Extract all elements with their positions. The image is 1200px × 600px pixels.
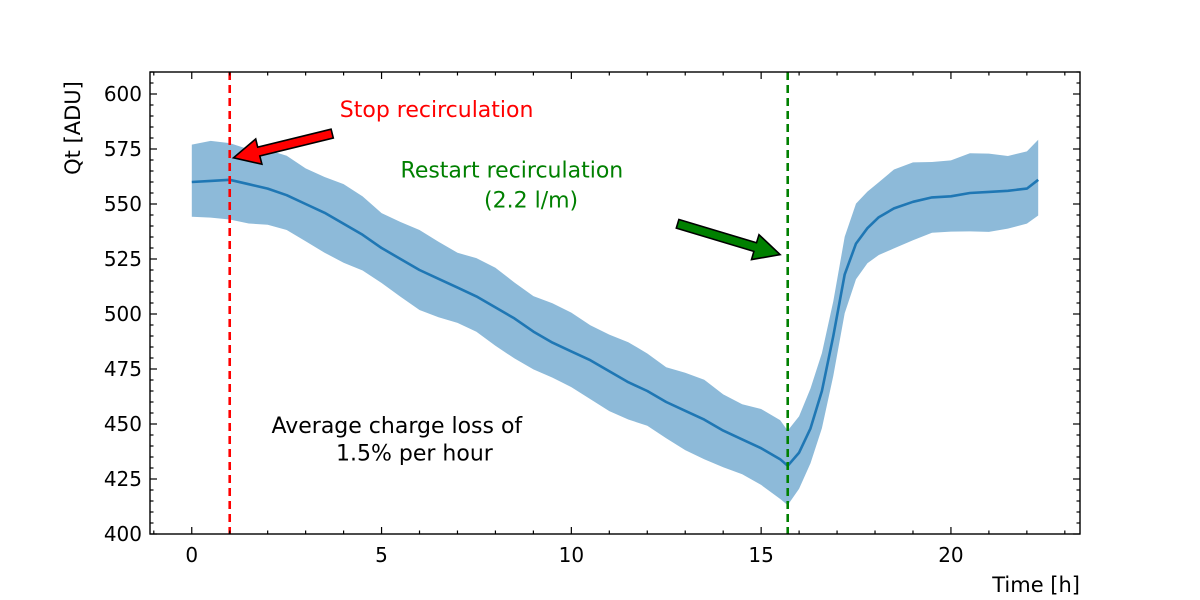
y-tick-label: 500: [104, 302, 142, 326]
y-tick-label: 475: [104, 357, 142, 381]
y-tick-label: 425: [104, 467, 142, 491]
axis-ticks: 0 5 10 15 20 400 425 450 475 500 525 550 575 600: [104, 71, 1080, 567]
restart-recirculation-label: Restart recirculation: [401, 159, 624, 184]
x-tick-label: 5: [375, 543, 388, 567]
y-tick-label: 575: [104, 137, 142, 161]
mean-line: [191, 178, 1039, 468]
uncertainty-band: [191, 139, 1039, 506]
stop-recirculation-label: Stop recirculation: [340, 98, 534, 123]
y-tick-label: 550: [104, 192, 142, 216]
stop-arrow: [231, 128, 335, 166]
y-tick-label: 525: [104, 247, 142, 271]
x-axis-label: Time [h]: [991, 573, 1080, 597]
x-tick-label: 15: [748, 543, 773, 567]
x-tick-label: 20: [938, 543, 963, 567]
x-tick-label: 10: [559, 543, 584, 567]
x-tick-label: 0: [185, 543, 198, 567]
plot-area: [191, 72, 1039, 534]
charge-loss-label: Average charge loss of: [271, 414, 523, 439]
restart-arrow: [675, 218, 782, 261]
y-tick-label: 400: [104, 522, 142, 546]
y-axis-label: Qt [ADU]: [61, 81, 85, 175]
y-tick-label: 600: [104, 82, 142, 106]
restart-flow-label: (2.2 l/m): [484, 188, 578, 213]
annotations: Stop recirculation Restart recirculation (…: [231, 98, 782, 466]
charge-loss-rate-label: 1.5% per hour: [336, 441, 494, 466]
y-tick-label: 450: [104, 412, 142, 436]
